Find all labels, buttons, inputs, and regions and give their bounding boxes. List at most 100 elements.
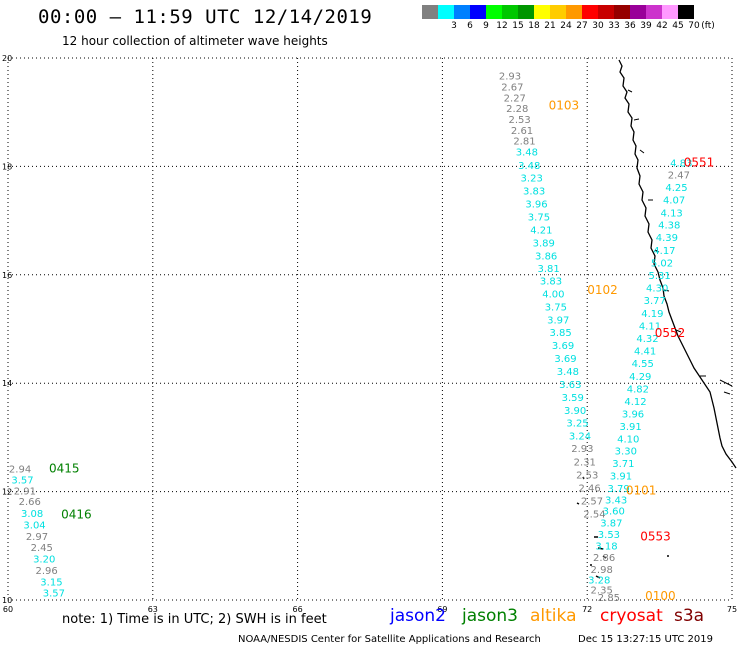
wave-height-value: 4.21 [530, 226, 552, 237]
wave-height-value: 4.00 [542, 290, 564, 301]
legend-swatch [646, 5, 662, 19]
satellite-name: jason3 [462, 606, 518, 626]
wave-height-value: 3.08 [21, 509, 43, 520]
legend-label: 21 [544, 21, 556, 31]
wave-height-value: 2.53 [576, 471, 598, 482]
track: 2.943.572.912.663.083.042.972.453.202.96… [9, 465, 65, 600]
wave-height-value: 2.61 [511, 126, 533, 137]
wave-height-value: 3.18 [595, 542, 617, 553]
wave-height-value: 3.96 [525, 200, 547, 211]
island-marks [576, 476, 669, 579]
coastal-inlets [627, 89, 733, 395]
wave-height-value: 3.71 [612, 459, 634, 470]
legend-swatch [598, 5, 614, 19]
wave-height-value: 3.85 [550, 328, 572, 339]
track: 4.832.47 4.254.07 4.13 4.384.39 4.17 5.025.31… [588, 158, 692, 604]
wave-height-value: 4.39 [656, 233, 678, 244]
legend-label: 27 [576, 21, 588, 31]
wave-height-value: 4.19 [641, 309, 663, 320]
footer-note: note: 1) Time is in UTC; 2) SWH is in fe… [62, 612, 327, 627]
satellite-name: s3a [674, 606, 705, 626]
pass-time-label: 0102 [587, 283, 618, 297]
legend-swatch [630, 5, 646, 19]
wave-height-value: 3.48 [518, 161, 540, 172]
wave-height-value: 5.31 [648, 271, 670, 282]
wave-height-value: 3.90 [564, 406, 586, 417]
wave-height-value: 4.12 [624, 397, 646, 408]
wave-height-value: 3.57 [43, 589, 65, 600]
pass-time-label: 0103 [549, 98, 580, 112]
legend-label: 24 [560, 21, 572, 31]
wave-height-value: 2.57 [581, 497, 603, 508]
wave-height-value: 3.96 [622, 409, 644, 420]
wave-height-value: 2.31 [574, 458, 596, 469]
wave-height-value: 3.63 [559, 380, 581, 391]
wave-height-value: 2.93 [571, 444, 593, 455]
wave-height-value: 4.55 [632, 359, 654, 370]
wave-height-value: 4.17 [653, 246, 675, 257]
wave-height-value: 4.10 [617, 434, 639, 445]
wave-height-value: 3.86 [535, 252, 557, 263]
legend-unit: (ft) [701, 21, 715, 31]
latitude-tick-label: 14 [2, 379, 12, 388]
wave-height-value: 4.32 [636, 334, 658, 345]
wave-height-value: 2.27 [504, 93, 526, 104]
wave-height-value: 2.94 [9, 465, 31, 476]
legend-label: 15 [512, 21, 524, 31]
latitude-tick-label: 20 [2, 54, 12, 63]
wave-height-value: 2.46 [578, 484, 600, 495]
longitude-tick-label: 75 [727, 605, 737, 614]
legend-label: 9 [483, 21, 489, 31]
wave-height-value: 2.97 [26, 532, 48, 543]
legend-swatch [678, 5, 694, 19]
legend-label: 30 [592, 21, 604, 31]
latitude-tick-label: 16 [2, 271, 12, 280]
pass-time-label: 0553 [640, 529, 671, 543]
wave-height-value: 3.75 [545, 303, 567, 314]
legend-swatch [534, 5, 550, 19]
wave-height-value: 2.45 [31, 543, 53, 554]
wave-height-value: 3.87 [600, 518, 622, 529]
color-legend: 3 6 9 12 15 18 21 24 27 30 33 36 39 42 45 70 (ft) [422, 5, 732, 31]
wave-height-value: 3.48 [516, 148, 538, 159]
generated-timestamp: Dec 15 13:27:15 UTC 2019 [578, 634, 713, 645]
wave-height-value: 2.98 [591, 565, 613, 576]
wave-height-value: 3.91 [620, 422, 642, 433]
wave-height-value: 4.29 [629, 372, 651, 383]
longitude-tick-label: 72 [582, 605, 592, 614]
legend-label: 33 [608, 21, 620, 31]
wave-height-value: 2.54 [583, 510, 605, 521]
wave-height-value: 3.23 [521, 174, 543, 185]
wave-height-value: 3.69 [552, 341, 574, 352]
legend-swatch [566, 5, 582, 19]
map-frame [8, 58, 732, 600]
legend-swatch [518, 5, 534, 19]
longitude-tick-label: 66 [293, 605, 303, 614]
legend-swatch [582, 5, 598, 19]
wave-height-value: 3.15 [40, 577, 62, 588]
wave-height-value: 3.89 [533, 239, 555, 250]
wave-height-value: 3.91 [610, 472, 632, 483]
wave-height-value: 2.66 [19, 497, 41, 508]
wave-height-value: 3.43 [605, 496, 627, 507]
wave-height-value: 3.24 [569, 432, 591, 443]
wave-height-value: 2.81 [513, 137, 535, 148]
satellite-name: altika [530, 606, 577, 626]
latitude-tick-label: 10 [2, 596, 12, 605]
wave-height-value: 2.85 [598, 593, 620, 604]
longitude-tick-label: 69 [437, 605, 447, 614]
pass-labels: 0103 0551 0102 0552 0415 0416 0101 0553 0100 [49, 98, 714, 603]
wave-height-value: 3.59 [562, 393, 584, 404]
latitude-tick-label: 12 [2, 488, 12, 497]
wave-height-value: 5.02 [651, 259, 673, 270]
wave-height-value: 3.30 [615, 447, 637, 458]
legend-label: 39 [640, 21, 652, 31]
wave-height-value: 3.81 [537, 264, 559, 275]
wave-height-value: 3.83 [540, 277, 562, 288]
map-grid: 60 63 66 69 72 75 20 18 16 14 12 10 [2, 54, 737, 614]
wave-height-value: 3.20 [33, 555, 55, 566]
legend-swatch [470, 5, 486, 19]
wave-height-value: 3.28 [588, 576, 610, 587]
latitude-tick-label: 18 [2, 162, 12, 171]
legend-swatches [422, 5, 732, 19]
